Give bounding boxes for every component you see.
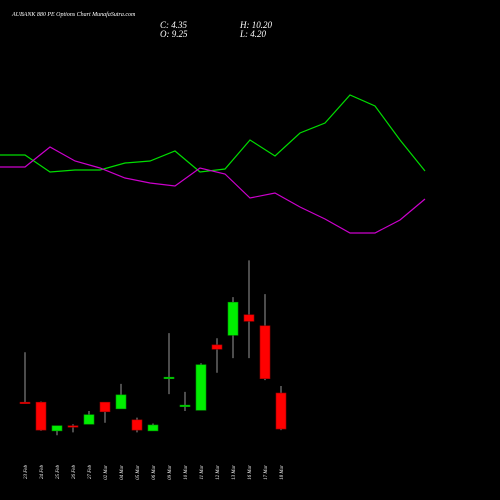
chart-title: AUBANK 880 PE Options Chart MunafaSutra.… [11,11,136,18]
x-tick-label: 02 Mar [104,465,109,480]
x-tick-label: 23 Feb [24,465,29,480]
x-tick-label: 24 Feb [40,465,45,480]
indicator-line [0,146,426,234]
candle-body [83,414,95,425]
candle-body [51,425,63,432]
x-tick-label: 16 Mar [248,465,253,480]
candle-body [243,314,255,322]
summary-open: O: 9.25 [160,29,188,39]
candle-body [99,401,111,413]
indicator-line [0,94,426,173]
summary-low: L: 4.20 [239,29,267,39]
x-tick-label: 11 Mar [200,465,205,480]
x-tick-label: 12 Mar [216,465,221,480]
candle-body [147,424,159,432]
candle-body [67,425,79,428]
summary-close: C: 4.35 [160,20,188,30]
candle-body [179,404,191,407]
x-tick-label: 04 Mar [120,465,125,480]
x-tick-label: 26 Feb [72,465,77,480]
x-tick-label: 17 Mar [264,465,269,480]
x-tick-label: 13 Mar [232,465,237,480]
candle-body [115,394,127,410]
candle-body [259,325,271,379]
x-tick-label: 27 Feb [88,465,93,480]
candle-body [131,419,143,431]
candle-body [163,376,175,380]
candle-body [275,392,287,430]
candle-body [227,301,239,336]
x-tick-label: 09 Mar [168,465,173,480]
candle-body [211,344,223,350]
candle-body [19,401,31,405]
x-tick-label: 06 Mar [152,465,157,480]
x-tick-label: 10 Mar [184,465,189,480]
x-tick-label: 05 Mar [136,465,141,480]
x-tick-label: 25 Feb [56,465,61,480]
candle-body [35,401,47,431]
x-tick-label: 18 Mar [280,465,285,480]
candle-body [195,364,207,411]
summary-high: H: 10.20 [239,20,272,30]
